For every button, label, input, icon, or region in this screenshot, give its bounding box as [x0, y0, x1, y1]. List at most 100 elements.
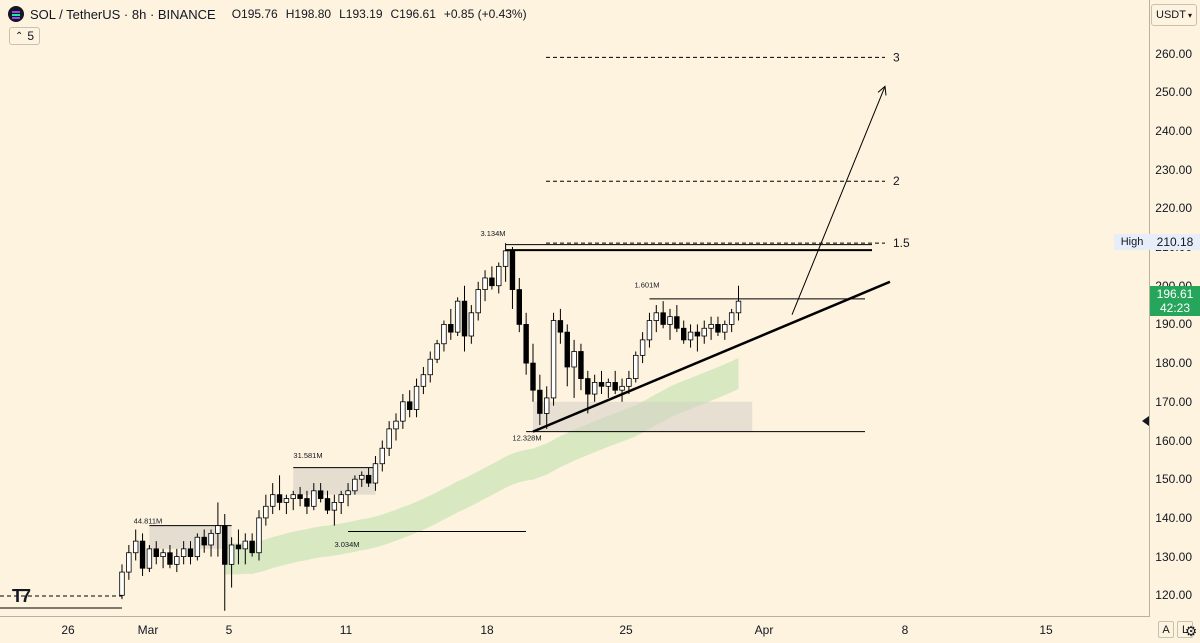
price-tick-label: 120.00 [1155, 588, 1192, 603]
price-tick-label: 140.00 [1155, 510, 1192, 525]
volume-label: 31.581M [293, 451, 322, 460]
solana-logo-icon[interactable] [8, 6, 24, 22]
indicator-toggle-button[interactable]: ⌃ 5 [9, 27, 41, 45]
time-tick-label: Apr [754, 623, 774, 637]
price-tick-label: 250.00 [1155, 85, 1192, 100]
candle-body [448, 323, 454, 333]
last-price-tag: 196.61 42:23 [1150, 286, 1200, 316]
candle-body [311, 490, 317, 507]
candle-body [201, 536, 207, 546]
candle-body [324, 498, 331, 511]
candle-body [413, 385, 420, 410]
candle-body [187, 548, 194, 557]
candle-body [406, 401, 413, 410]
candle-body [735, 300, 742, 314]
target-arrow-line [791, 86, 886, 315]
candle-body [722, 323, 728, 333]
price-tick-label: 180.00 [1155, 356, 1192, 371]
price-chart[interactable]: 3 2 1.5 44.811M 31.581M 3.034M 3.134M 12.328M 1.… [0, 0, 1150, 616]
volume-label: 44.811M [134, 517, 163, 526]
candle-body [694, 331, 701, 337]
price-tick-label: 260.00 [1155, 46, 1192, 61]
price-tick-label: 170.00 [1155, 394, 1192, 409]
time-tick-label: 8 [901, 623, 909, 637]
symbol-title[interactable]: SOL / TetherUS · 8h · BINANCE [30, 6, 216, 22]
candle-body [489, 277, 495, 287]
candle-body [126, 552, 132, 573]
candle-body [420, 374, 427, 387]
price-tick-label: 150.00 [1155, 472, 1192, 487]
price-marker-arrow[interactable] [1142, 416, 1149, 426]
time-axis[interactable] [0, 616, 1150, 643]
candle-body [701, 327, 707, 337]
candle-body [564, 331, 570, 368]
high-value: 198.80 [294, 7, 332, 21]
price-tick-label: 220.00 [1155, 201, 1192, 216]
candle-body [276, 494, 283, 503]
candle-body [639, 339, 646, 356]
candle-body [386, 428, 392, 449]
candle-body [139, 540, 146, 569]
last-price: 196.61 [1156, 287, 1194, 301]
candle-body [297, 494, 303, 499]
auto-scale-button[interactable]: A [1158, 621, 1174, 638]
target-level-label-2: 2 [893, 174, 900, 188]
candle-body [715, 323, 721, 333]
candle-body [345, 490, 351, 496]
candle-body [400, 401, 406, 422]
price-tick-label: 240.00 [1155, 123, 1192, 138]
gear-icon[interactable]: ⚙ [1184, 622, 1198, 639]
tradingview-logo-icon[interactable]: T7 [12, 586, 31, 606]
candle-body [537, 389, 543, 414]
candle-body [379, 447, 385, 465]
candle-body [660, 312, 666, 325]
candle-body [619, 385, 625, 391]
uptrend-line [532, 280, 891, 433]
open-key: O [231, 7, 242, 21]
candle-body [372, 463, 379, 484]
candle-body [153, 548, 159, 557]
candle-body [646, 320, 653, 341]
candle-body [304, 498, 310, 507]
change-value: +0.85 (+0.43%) [443, 7, 527, 21]
candle-body [667, 316, 673, 325]
currency-selector[interactable]: USDT ▾ [1151, 4, 1197, 26]
time-tick-label: 5 [225, 623, 233, 637]
open-value: 195.76 [241, 7, 278, 21]
candle-body [496, 265, 502, 287]
candle-body [461, 300, 468, 337]
time-tick-label: 18 [480, 623, 494, 637]
volume-label: 3.134M [480, 229, 505, 238]
candle-body [269, 494, 276, 507]
candle-body [633, 354, 639, 379]
target-level-label-3: 1.5 [893, 236, 910, 250]
candle-body [235, 544, 242, 550]
close-value: 196.61 [399, 7, 436, 21]
candle-body [708, 323, 714, 329]
candle-body [242, 540, 248, 550]
candle-body [728, 312, 735, 325]
moving-average-band [224, 357, 739, 575]
candle-body [283, 498, 290, 503]
candle-body [626, 378, 632, 387]
price-tick-label: 190.00 [1155, 317, 1192, 332]
candle-body [228, 544, 235, 565]
candle-body [160, 552, 166, 557]
candle-body [365, 474, 372, 484]
candle-body [119, 571, 125, 596]
candle-body [605, 382, 612, 387]
candle-body [475, 289, 481, 314]
target-arrow-head [877, 85, 887, 96]
candle-body [317, 490, 324, 499]
candle-body [132, 540, 139, 554]
candle-body [502, 250, 509, 267]
currency-label: USDT [1156, 9, 1186, 21]
candle-body [331, 502, 338, 511]
candle-body [180, 548, 187, 557]
candle-body [290, 494, 296, 499]
indicator-count: 5 [27, 29, 35, 43]
chart-canvas[interactable]: 3 2 1.5 44.811M 31.581M 3.034M 3.134M 12.328M 1.… [0, 0, 1150, 616]
log-scale-button[interactable]: L [1177, 621, 1193, 638]
candle-body [598, 382, 605, 387]
candle-body [434, 343, 440, 360]
